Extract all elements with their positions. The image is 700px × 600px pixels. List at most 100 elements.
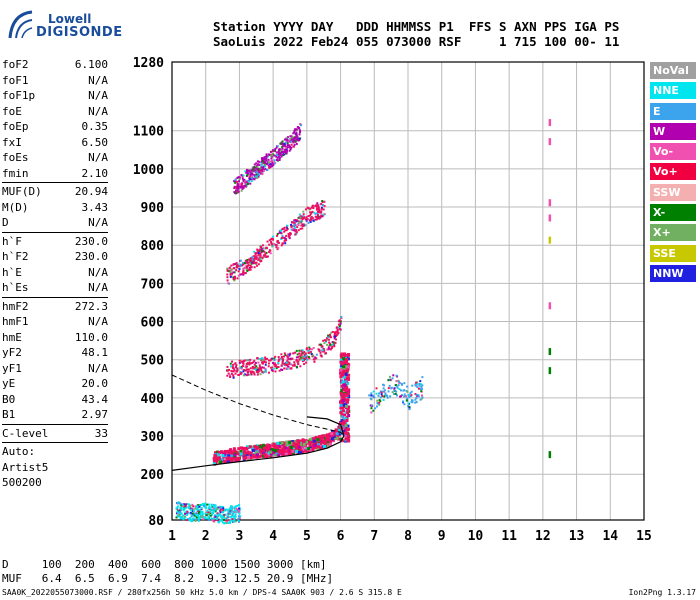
echo-point (236, 368, 239, 371)
echo-point (257, 249, 260, 252)
echo-point (207, 513, 210, 516)
echo-point (278, 231, 281, 234)
echo-point (247, 368, 250, 371)
echo-point (309, 207, 312, 210)
param-separator (2, 231, 108, 233)
echo-point (281, 236, 284, 239)
echo-point (293, 129, 296, 132)
echo-point (308, 443, 312, 447)
echo-point (315, 357, 318, 360)
echo-point (186, 503, 189, 506)
echo-point (230, 507, 233, 510)
echo-point (333, 343, 336, 346)
echo-point (294, 233, 297, 236)
echo-point (337, 429, 341, 433)
echo-point (416, 383, 419, 386)
echo-point (220, 450, 224, 454)
echo-point (260, 245, 263, 248)
echo-point (250, 445, 254, 449)
echo-point (318, 350, 321, 353)
echo-point (262, 254, 265, 257)
echo-point (285, 234, 288, 237)
echo-point (228, 508, 231, 511)
echo-point (281, 147, 284, 150)
y-tick-label: 500 (141, 354, 165, 369)
echo-point (238, 517, 241, 520)
echo-point (245, 266, 248, 269)
echo-point (225, 522, 228, 525)
echo-point (320, 434, 324, 438)
echo-point (345, 431, 349, 435)
echo-point (197, 516, 200, 519)
echo-point (307, 447, 311, 451)
echo-point (273, 159, 276, 162)
echo-point (322, 348, 325, 351)
echo-point (260, 369, 263, 372)
param-row: MUF(D) 20.94 (2, 184, 108, 200)
echo-point (316, 445, 320, 449)
echo-point (273, 359, 276, 362)
echo-point (285, 239, 288, 242)
echo-point (279, 142, 282, 145)
echo-point (342, 357, 346, 361)
side-marker (548, 236, 552, 244)
echo-point (301, 352, 304, 355)
echo-point (235, 180, 238, 183)
x-tick-label: 12 (535, 529, 551, 544)
echo-point (242, 174, 245, 177)
echo-point (270, 358, 273, 361)
echo-point (340, 413, 344, 417)
echo-point (198, 509, 201, 512)
echo-point (335, 326, 338, 329)
echo-point (319, 349, 322, 352)
echo-point (231, 456, 235, 460)
side-marker (548, 367, 552, 375)
echo-point (316, 212, 319, 215)
echo-point (279, 150, 282, 153)
echo-point (276, 441, 280, 445)
echo-point (212, 460, 216, 464)
echo-point (253, 255, 256, 258)
echo-point (252, 366, 255, 369)
param-value: 3.43 (81, 200, 109, 214)
echo-point (258, 454, 262, 458)
echo-point (283, 367, 286, 370)
echo-point (194, 505, 197, 508)
echo-point (294, 446, 298, 450)
echo-point (213, 457, 217, 461)
echo-point (401, 383, 404, 386)
echo-point (267, 161, 270, 164)
echo-point (329, 334, 332, 337)
echo-point (183, 505, 186, 508)
param-row: foF1p N/A (2, 88, 108, 104)
echo-point (178, 515, 181, 518)
param-label: h`E (2, 265, 22, 279)
echo-point (304, 354, 307, 357)
echo-point (178, 501, 181, 504)
echo-point (325, 434, 329, 438)
y-tick-label: 600 (141, 316, 165, 331)
echo-point (255, 261, 258, 264)
side-marker (548, 451, 552, 459)
param-label: h`F2 (2, 250, 29, 263)
echo-point (244, 369, 247, 372)
param-row: M(D) 3.43 (2, 200, 108, 216)
echo-point (263, 360, 266, 363)
echo-point (344, 437, 348, 441)
echo-point (297, 126, 300, 129)
echo-point (260, 162, 263, 165)
param-label: MUF(D) (2, 185, 42, 198)
param-value: 33 (94, 426, 108, 440)
echo-point (339, 375, 343, 379)
echo-point (304, 208, 307, 211)
echo-point (194, 507, 197, 510)
echo-point (338, 319, 341, 322)
echo-point (234, 372, 237, 375)
muf-frequency-row: MUF 6.4 6.5 6.9 7.4 8.2 9.3 12.5 20.9 [M… (2, 572, 334, 585)
echo-point (301, 438, 305, 442)
echo-point (256, 368, 259, 371)
echo-point (242, 186, 245, 189)
echo-point (290, 223, 293, 226)
echo-point (255, 262, 258, 265)
echo-point (186, 519, 189, 522)
